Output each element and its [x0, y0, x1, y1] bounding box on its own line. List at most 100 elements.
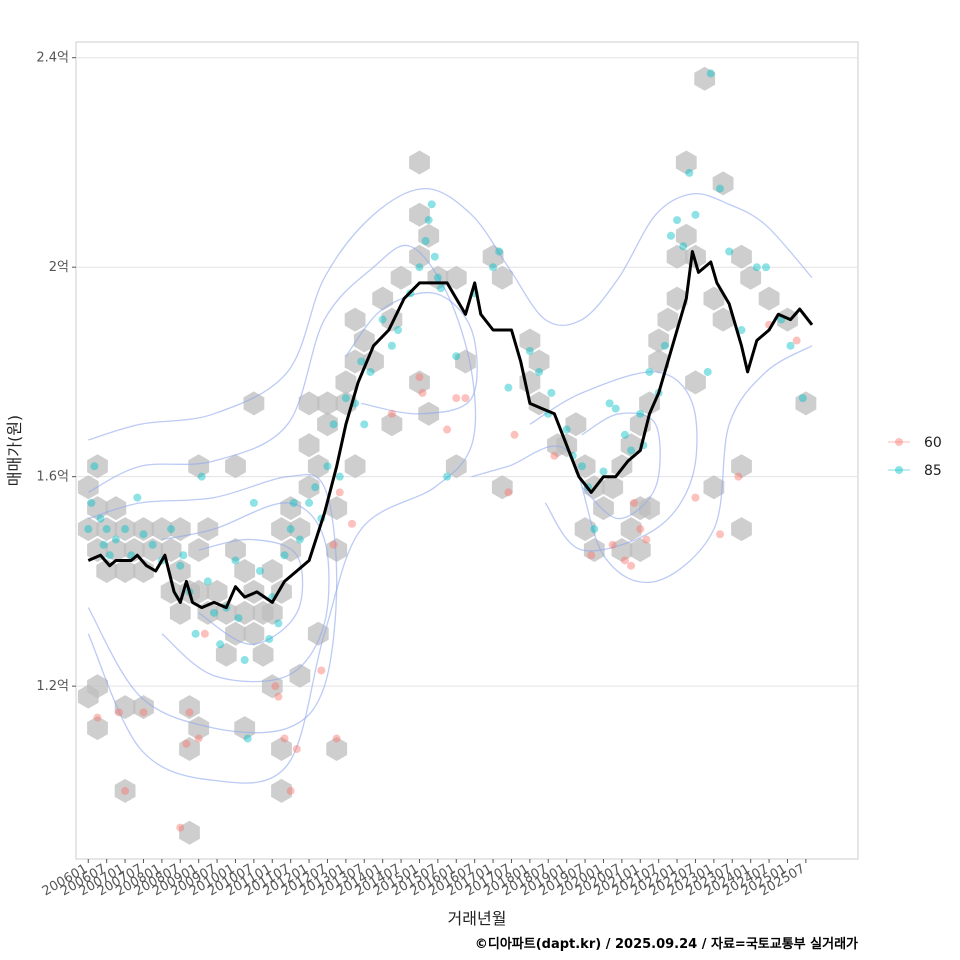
- series-85-points: [84, 69, 807, 743]
- scatter-point: [286, 786, 295, 795]
- scatter-point: [685, 168, 694, 177]
- scatter-point: [114, 708, 123, 717]
- hexbin: [114, 559, 136, 583]
- scatter-point: [93, 713, 102, 722]
- scatter-point: [274, 619, 283, 628]
- scatter-point: [84, 525, 93, 534]
- scatter-point: [430, 252, 439, 261]
- hexbin: [409, 244, 430, 269]
- scatter-point: [611, 404, 620, 413]
- hexbin: [326, 737, 348, 761]
- hexbin: [703, 286, 725, 311]
- density-contour: [161, 502, 330, 683]
- hexbin: [317, 412, 338, 437]
- hexbin: [344, 454, 366, 479]
- hexbin: [271, 778, 292, 803]
- hexbin: [77, 475, 99, 500]
- hexbin: [445, 265, 467, 290]
- scatter-point: [265, 635, 274, 644]
- scatter-point: [642, 535, 651, 544]
- hexbin: [87, 454, 108, 479]
- scatter-point: [578, 462, 586, 471]
- density-contour: [87, 244, 477, 784]
- scatter-point: [102, 525, 111, 534]
- scatter-point: [666, 231, 675, 240]
- hexbin: [758, 286, 780, 311]
- scatter-point: [87, 498, 96, 507]
- scatter-point: [249, 498, 258, 507]
- hexbin: [133, 695, 154, 720]
- scatter-point: [636, 525, 645, 534]
- hexbin-layer: [77, 66, 817, 845]
- scatter-point: [452, 352, 461, 361]
- hexbin: [234, 559, 256, 583]
- scatter-point: [630, 498, 639, 507]
- scatter-point: [182, 739, 191, 748]
- hexbin: [372, 286, 394, 311]
- hexbin: [243, 621, 265, 646]
- scatter-point: [185, 708, 194, 717]
- scatter-point: [489, 263, 498, 272]
- y-tick-label: 1.6억: [36, 470, 69, 485]
- scatter-point: [716, 530, 724, 539]
- scatter-point: [605, 399, 614, 408]
- scatter-point: [96, 514, 105, 523]
- scatter-point: [256, 566, 264, 575]
- scatter-point: [317, 666, 326, 675]
- hexbin: [215, 642, 237, 667]
- scatter-point: [415, 263, 424, 272]
- hexbin: [344, 349, 366, 374]
- scatter-point: [792, 336, 801, 345]
- scatter-point: [673, 216, 682, 225]
- scatter-point: [452, 394, 461, 403]
- scatter-point: [394, 326, 402, 335]
- hexbin: [225, 621, 246, 646]
- scatter-point: [762, 263, 770, 272]
- scatter-point: [191, 629, 200, 638]
- hexbin: [685, 370, 706, 395]
- scatter-point: [99, 540, 108, 549]
- scatter-point: [289, 498, 298, 507]
- hexbin: [574, 517, 596, 542]
- hexbin: [298, 433, 320, 458]
- scatter-point: [627, 561, 636, 570]
- hexbin: [225, 454, 246, 479]
- scatter-point: [176, 823, 185, 832]
- scatter-point: [798, 394, 807, 403]
- density-contour: [529, 371, 698, 552]
- hexbin: [694, 66, 716, 91]
- scatter-point: [121, 786, 130, 795]
- scatter-point: [286, 525, 295, 534]
- hexbin: [620, 517, 642, 542]
- scatter-point: [148, 540, 157, 549]
- hexbin: [289, 517, 311, 542]
- hexbin: [307, 454, 329, 479]
- scatter-point: [341, 394, 350, 403]
- hexbin: [234, 600, 256, 625]
- scatter-point: [90, 462, 99, 471]
- hexbin: [179, 820, 200, 845]
- hexbin: [703, 475, 725, 500]
- hexbin: [252, 642, 274, 667]
- scatter-point: [231, 556, 240, 565]
- hexbin: [344, 307, 366, 332]
- scatter-point: [443, 425, 452, 434]
- hexbin: [105, 496, 127, 521]
- legend-key: [895, 466, 903, 474]
- hexbin: [639, 496, 660, 521]
- scatter-point: [415, 373, 424, 382]
- hexbin: [271, 517, 292, 542]
- hexbin: [491, 265, 513, 290]
- hexbin: [795, 391, 817, 416]
- legend-label: 60: [924, 435, 942, 451]
- y-tick-label: 2억: [49, 260, 69, 275]
- scatter-point: [495, 247, 504, 256]
- scatter-point: [620, 556, 629, 565]
- scatter-point: [443, 472, 452, 481]
- hexbin: [731, 244, 752, 269]
- hexbin: [261, 559, 283, 583]
- hexbin: [335, 370, 357, 395]
- hexbin: [657, 307, 679, 332]
- scatter-point: [271, 682, 280, 691]
